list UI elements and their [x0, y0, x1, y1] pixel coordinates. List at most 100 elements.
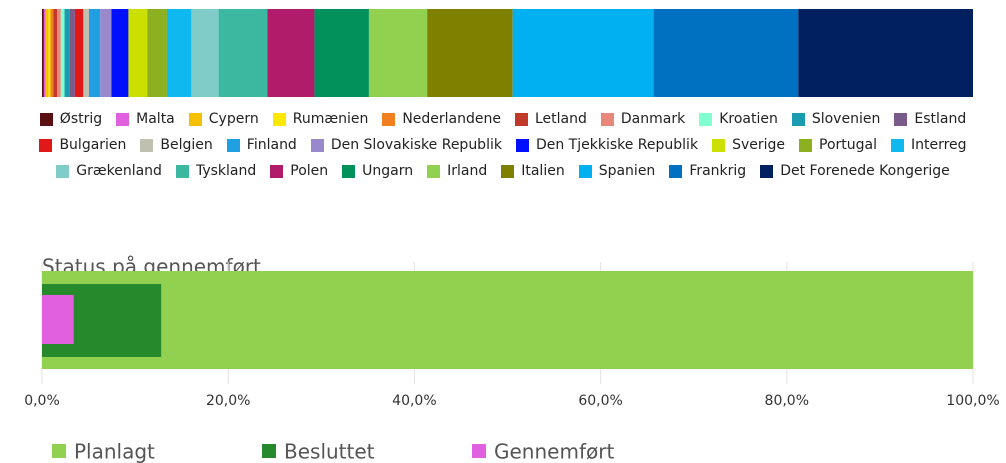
legend-item[interactable]: Portugal [799, 136, 877, 154]
legend-item[interactable]: Østrig [39, 110, 103, 128]
legend-item[interactable]: Spanien [578, 162, 656, 180]
x-tick-label: 0,0% [24, 393, 60, 409]
bar-segment [50, 9, 54, 97]
bar-segment [653, 9, 799, 97]
legend-swatch [39, 138, 53, 152]
legend-item[interactable]: Danmark [600, 110, 686, 128]
legend-swatch [669, 164, 683, 178]
legend-item[interactable]: Den Slovakiske Republik [310, 136, 502, 154]
legend-label: Estland [914, 111, 967, 127]
bar-segment [88, 9, 101, 97]
legend-item[interactable]: Estland [894, 110, 966, 128]
bar-segment [69, 9, 75, 97]
legend-label: Østrig [59, 111, 103, 127]
bar-segment [83, 9, 89, 97]
bar-segment [111, 9, 129, 97]
legend-swatch [116, 112, 130, 126]
legend-item[interactable]: Det Forenede Kongerige [760, 162, 950, 180]
legend-item[interactable]: Letland [515, 110, 587, 128]
bar-segment [53, 9, 58, 97]
legend-item[interactable]: Tyskland [175, 162, 256, 180]
bar-segment [74, 9, 84, 97]
legend-label: Italien [521, 163, 565, 179]
bar-segment [60, 9, 65, 97]
bar-segment [45, 9, 49, 97]
x-tick-label: 60,0% [578, 393, 622, 409]
legend-label: Sverige [732, 137, 785, 153]
x-tick-label: 80,0% [765, 393, 809, 409]
legend-label: Cypern [208, 111, 259, 127]
bar [42, 295, 74, 344]
legend-swatch [712, 138, 726, 152]
legend-label: Planlagt [74, 440, 155, 463]
legend-item[interactable]: Slovenien [791, 110, 881, 128]
legend-swatch [56, 164, 70, 178]
x-tick-label: 40,0% [392, 393, 436, 409]
legend-label: Slovenien [811, 111, 881, 127]
legend-label: Belgien [160, 137, 213, 153]
legend-label: Frankrig [689, 163, 747, 179]
legend-swatch [472, 444, 486, 458]
legend-label: Polen [290, 163, 329, 179]
bar-segment [267, 9, 315, 97]
legend-label: Finland [246, 137, 297, 153]
bar-segment [147, 9, 167, 97]
legend-item[interactable]: Sverige [712, 136, 785, 154]
legend-swatch [894, 112, 908, 126]
legend-label: Spanien [598, 163, 656, 179]
legend-swatch [600, 112, 614, 126]
legend-item[interactable]: Ungarn [342, 162, 413, 180]
bar-segment [64, 9, 70, 97]
legend-swatch [760, 164, 774, 178]
legend-item[interactable]: Belgien [140, 136, 213, 154]
legend-label: Grækenland [76, 163, 162, 179]
legend-swatch [342, 164, 356, 178]
x-tick-label: 20,0% [206, 393, 250, 409]
legend-label: Den Tjekkiske Republik [535, 137, 699, 153]
legend-swatch [515, 112, 528, 126]
legend: Østrig Malta Cypern Rumænien Nederlandene Let… [0, 110, 1006, 180]
legend-item[interactable]: Grækenland [56, 162, 162, 180]
legend-swatch [226, 138, 240, 152]
legend-swatch [262, 444, 276, 458]
legend-swatch [310, 138, 324, 152]
legend-item[interactable]: Rumænien [272, 110, 369, 128]
bar-segment [57, 9, 61, 97]
bar [42, 271, 973, 369]
legend-swatch [427, 164, 441, 178]
legend-label: Irland [447, 163, 488, 179]
legend-swatch [140, 138, 154, 152]
legend-item[interactable]: Nederlandene [382, 110, 501, 128]
legend-item[interactable]: Kroatien [699, 110, 778, 128]
legend-swatch [578, 164, 592, 178]
legend-swatch [501, 164, 515, 178]
legend-item[interactable]: Finland [226, 136, 297, 154]
legend-swatch [39, 112, 53, 126]
bar-segment [512, 9, 654, 97]
legend-swatch [382, 112, 396, 126]
legend-label: Ungarn [362, 163, 414, 179]
legend-item[interactable]: Malta [116, 110, 175, 128]
legend-swatch [890, 138, 904, 152]
legend-label: Portugal [819, 137, 877, 153]
legend-item[interactable]: Den Tjekkiske Republik [515, 136, 699, 154]
legend-item[interactable]: Frankrig [669, 162, 746, 180]
legend-label: Bulgarien [59, 137, 127, 153]
legend-label: Rumænien [292, 111, 369, 127]
legend-item[interactable]: Bulgarien [39, 136, 126, 154]
legend-item[interactable]: Italien [501, 162, 565, 180]
legend-swatch [791, 112, 805, 126]
legend-item[interactable]: Interreg [890, 136, 967, 154]
legend-item[interactable]: Cypern [188, 110, 259, 128]
legend-label: Malta [136, 111, 175, 127]
bar-segment [218, 9, 268, 97]
bar-segment [48, 9, 51, 97]
legend-label: Den Slovakiske Republik [330, 137, 502, 153]
legend-label: Det Forenede Kongerige [780, 163, 950, 179]
legend-label: Nederlandene [402, 111, 501, 127]
legend-item[interactable]: Polen [270, 162, 328, 180]
legend-label: Danmark [620, 111, 686, 127]
legend-item[interactable]: Irland [427, 162, 487, 180]
legend-swatch [272, 112, 286, 126]
